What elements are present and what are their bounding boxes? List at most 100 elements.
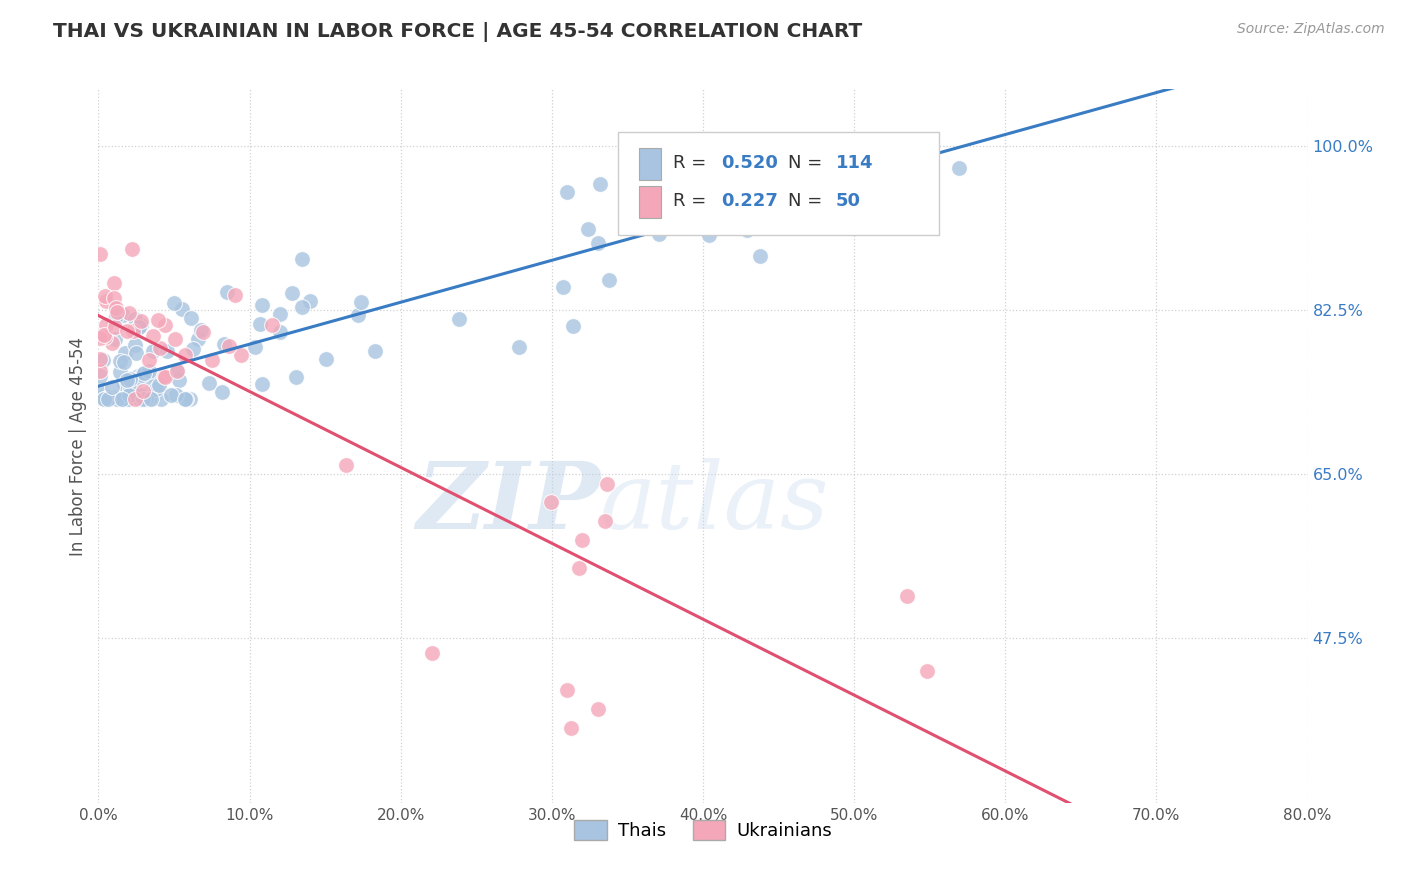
Point [156,344,179,359]
Point [593,514,616,528]
Point [852,183,875,197]
Point [280,286,302,301]
Point [104,320,127,334]
Point [162,296,184,310]
Point [153,369,176,384]
Point [165,388,187,402]
Point [112,392,135,406]
Point [824,139,846,153]
Point [138,371,160,385]
Point [149,392,172,406]
Text: THAI VS UKRAINIAN IN LABOR FORCE | AGE 45-54 CORRELATION CHART: THAI VS UKRAINIAN IN LABOR FORCE | AGE 4… [53,22,863,42]
Point [180,310,202,325]
Point [780,181,803,195]
Point [948,161,970,175]
Text: atlas: atlas [600,458,830,548]
Point [129,392,152,406]
Point [198,376,221,390]
Point [105,301,128,315]
Point [89,369,111,384]
Point [224,287,246,301]
Point [648,227,671,241]
Point [94,318,117,333]
Point [560,721,582,735]
Point [174,348,197,362]
Point [112,355,135,369]
Point [173,392,195,406]
Point [124,392,146,406]
Point [335,458,357,472]
Point [827,138,849,153]
Point [174,392,197,406]
Point [586,702,609,716]
Point [105,305,128,319]
Point [789,156,811,170]
Text: N =: N = [787,192,828,210]
Point [117,306,139,320]
Point [96,293,118,308]
Point [215,285,238,299]
Point [120,372,142,386]
Point [315,352,337,367]
Point [110,392,132,406]
Point [93,392,115,406]
Point [561,318,583,333]
FancyBboxPatch shape [619,132,939,235]
Point [153,370,176,384]
Point [108,354,131,368]
Text: 0.227: 0.227 [721,192,778,210]
Point [291,252,314,267]
Point [114,346,136,360]
Point [89,331,111,345]
Point [89,351,111,366]
Point [93,328,115,343]
Point [571,533,593,547]
Point [841,203,863,218]
Point [128,392,150,406]
Point [179,392,201,406]
Point [141,343,163,358]
Y-axis label: In Labor Force | Age 45-54: In Labor Force | Age 45-54 [69,336,87,556]
Point [103,291,125,305]
Point [94,392,117,406]
Legend: Thais, Ukrainians: Thais, Ukrainians [567,813,839,847]
Point [363,344,385,359]
Point [260,318,283,332]
Point [132,384,155,398]
Point [284,370,307,384]
Point [447,311,470,326]
Point [229,348,252,362]
Point [588,177,610,191]
Point [166,363,188,377]
Point [153,318,176,332]
Point [347,308,370,322]
Point [94,330,117,344]
Text: ZIP: ZIP [416,458,600,548]
FancyBboxPatch shape [638,148,661,180]
Point [844,138,866,153]
Point [97,392,120,406]
Point [125,346,148,360]
Point [900,166,922,180]
Point [269,307,291,321]
Point [553,280,575,294]
Point [169,374,191,388]
Point [191,325,214,339]
Point [813,164,835,178]
Point [166,364,188,378]
Point [93,392,115,406]
Point [218,339,240,353]
Point [129,314,152,328]
Point [165,332,187,346]
Point [94,289,117,303]
Point [103,390,125,404]
Point [148,341,170,355]
Point [181,342,204,356]
Point [291,300,314,314]
Text: R =: R = [672,153,711,171]
Point [134,366,156,380]
Text: N =: N = [787,153,828,171]
Point [350,295,373,310]
Point [135,392,157,406]
Point [160,388,183,402]
